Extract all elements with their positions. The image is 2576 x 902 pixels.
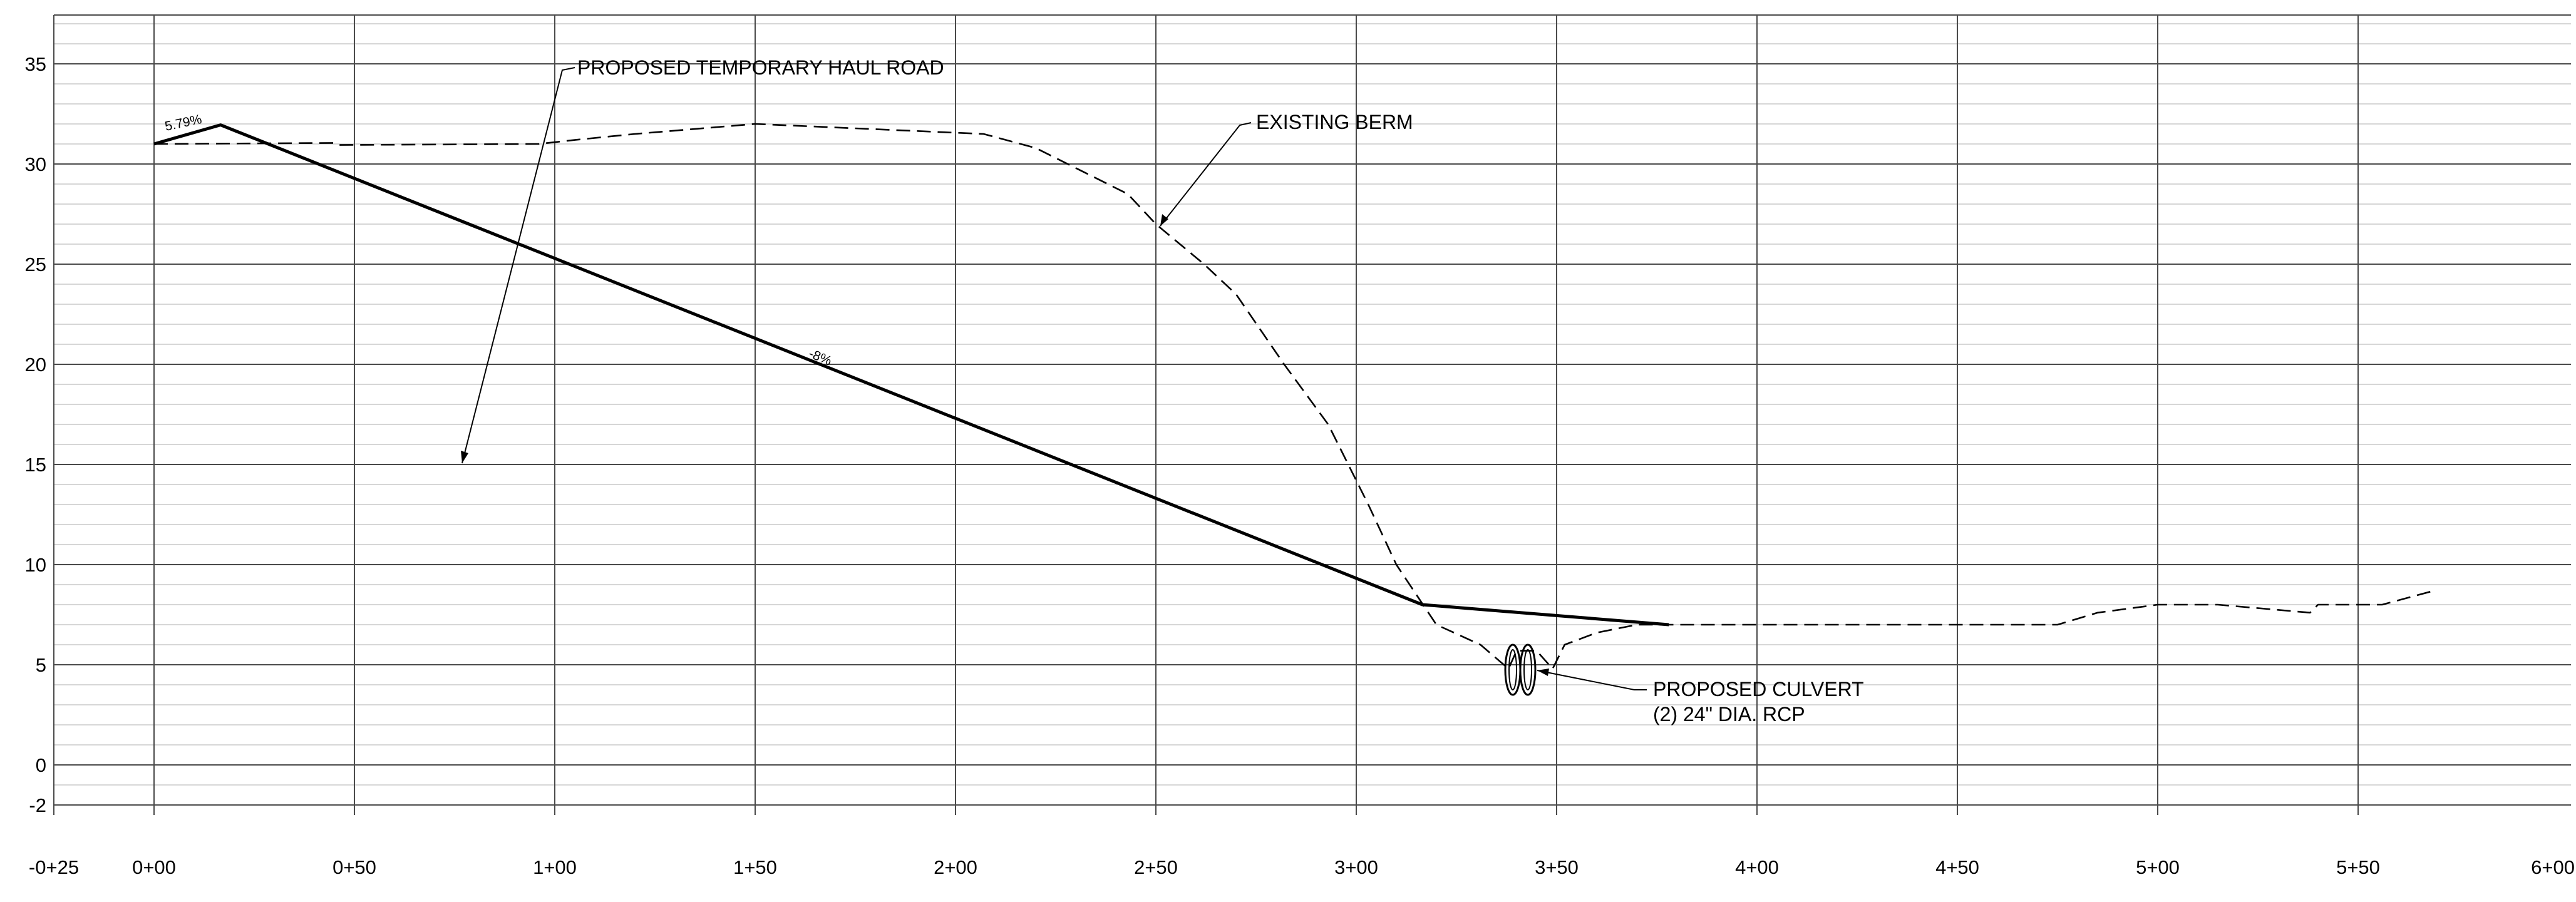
x-tick-label: 3+50	[1535, 856, 1579, 878]
y-tick-label: 20	[25, 354, 46, 376]
x-tick-label: -0+25	[29, 856, 79, 878]
y-tick-label: 25	[25, 254, 46, 275]
culvert-pipe-outer	[1519, 643, 1537, 696]
annotation-haul-road: PROPOSED TEMPORARY HAUL ROAD	[461, 56, 944, 464]
leader-haul-road	[461, 67, 575, 464]
arrowhead-culvert	[1537, 669, 1549, 676]
x-tick-label: 3+00	[1334, 856, 1378, 878]
x-tick-label: 2+50	[1134, 856, 1178, 878]
grid	[53, 14, 2571, 815]
culvert-pipes	[1504, 643, 1537, 696]
y-tick-label: 35	[25, 53, 46, 75]
arrowhead-haul-road	[461, 451, 468, 463]
y-tick-label: 30	[25, 153, 46, 175]
x-tick-label: 0+00	[132, 856, 176, 878]
y-tick-label: -2	[29, 794, 46, 816]
x-tick-label: 5+00	[2136, 856, 2180, 878]
x-tick-label: 1+00	[533, 856, 577, 878]
annotation-culvert: PROPOSED CULVERT (2) 24" DIA. RCP	[1537, 669, 1864, 725]
arrowhead-existing-berm	[1160, 214, 1168, 226]
x-tick-label: 5+50	[2336, 856, 2380, 878]
x-tick-label: 4+50	[1935, 856, 1979, 878]
x-tick-label: 0+50	[332, 856, 376, 878]
x-tick-label: 1+50	[733, 856, 777, 878]
x-tick-label: 6+00	[2531, 856, 2575, 878]
annotation-existing-berm: EXISTING BERM	[1160, 111, 1413, 227]
annotation-text-haul-road: PROPOSED TEMPORARY HAUL ROAD	[577, 56, 944, 79]
culvert-pipe-inner	[1508, 649, 1517, 690]
series-line-proposed-haul-road	[153, 123, 1669, 627]
y-tick-label: 0	[36, 754, 46, 776]
y-tick-label: 5	[36, 654, 46, 676]
annotation-text-culvert-line-2: (2) 24" DIA. RCP	[1653, 703, 1805, 725]
y-tick-label: 10	[25, 554, 46, 576]
x-tick-label: 2+00	[934, 856, 977, 878]
tick-labels: -2 0 5 10 15 20 25 30 35 -0+25 0+00 0+50 1+00 1+50 2+0…	[25, 53, 2575, 878]
leader-existing-berm	[1160, 122, 1252, 227]
annotation-text-existing-berm: EXISTING BERM	[1256, 111, 1413, 133]
series	[153, 123, 2434, 670]
leader-culvert	[1537, 670, 1647, 690]
x-tick-label: 4+00	[1735, 856, 1779, 878]
series-line-existing-berm	[153, 123, 2434, 670]
annotation-text-culvert-line-1: PROPOSED CULVERT	[1653, 678, 1864, 700]
culvert-pipe-inner	[1523, 649, 1532, 690]
y-tick-label: 15	[25, 454, 46, 476]
